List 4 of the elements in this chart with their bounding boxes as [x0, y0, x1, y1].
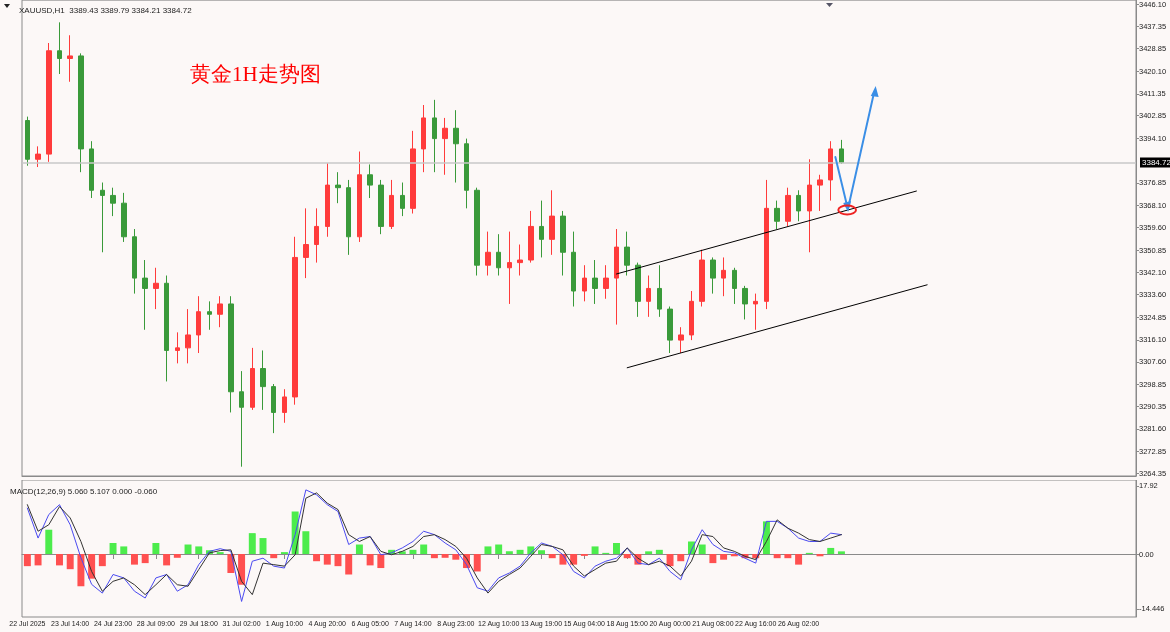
ref-line-label: 3384.72 [1142, 158, 1170, 168]
text: MACD(12,26,9) 5.060 5.107 0.000 -0.060 [10, 486, 158, 496]
text: 黄金1H走势图 [190, 61, 321, 86]
text: XAUUSD,H1 3389.43 3389.79 3384.21 3384.72 [19, 5, 193, 15]
